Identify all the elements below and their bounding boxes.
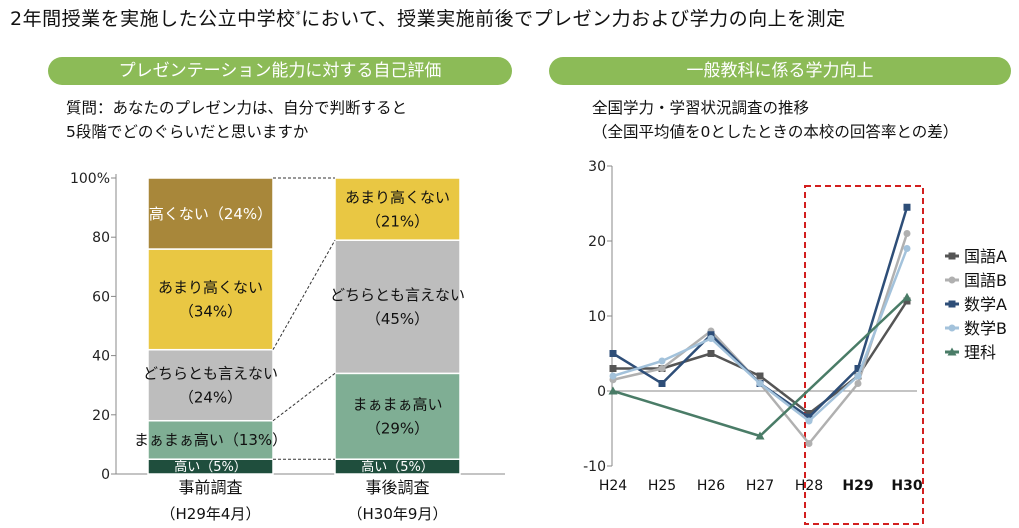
line-point-marker [609,372,617,380]
bar-y-tick-label: 80 [92,230,110,246]
bar-connector-line [272,239,336,350]
bar-data-label: あまり高くない [345,188,450,206]
bar-segment [334,239,461,375]
line-point-marker [707,331,715,339]
bar-data-label: （21%） [366,212,429,230]
line-chart-subtitle: 全国学力・学習状況調査の推移 （全国平均値を0としたときの本校の回答率との差） [592,99,959,141]
line-series-path [612,248,909,423]
bar-connector-line [272,372,336,422]
line-point-marker [658,357,666,365]
line-point-marker [707,335,715,342]
line-y-tick-label: 30 [588,159,606,175]
line-series [609,203,911,421]
line-chart: -10 0 10 20 30 H24 H25 H26 H27 H28 H29 H30 国語A 国語B 数学A… [583,159,1007,525]
bar-data-label: 高い（5%） [361,459,434,475]
line-point-marker [608,386,618,395]
bar-y-tick-label: 20 [92,408,110,424]
bar-data-label: （29%） [366,420,429,438]
bar-data-label: （45%） [366,310,429,328]
self-evaluation-heading: プレゼンテーション能力に対する自己評価 [48,57,512,85]
line-point-marker [948,276,956,284]
bar-y-tick-label: 60 [92,289,110,305]
line-y-tick-label: -10 [583,459,606,475]
bar-y-tick-label: 40 [92,349,110,365]
legend-label: 数学A [964,295,1007,314]
line-point-marker [609,365,617,372]
legend-label: 数学B [964,319,1007,338]
line-point-marker [948,324,956,332]
line-x-tick-label: H24 [599,478,627,494]
line-x-tick-label: H25 [648,478,676,494]
stacked-bar-chart: 0 20 40 60 80 100% 高い（5%） まぁまぁ高い（13%） どちらとも言えない （… [70,171,505,523]
line-point-marker [902,292,912,301]
line-point-marker [756,372,764,380]
line-point-marker [903,245,911,252]
page-title: 2年間授業を実施した公立中学校*において、授業実施前後でプレゼン力および学力の向… [10,8,846,30]
line-y-tick-label: 10 [588,309,606,325]
bar-segment [147,419,274,460]
line-point-marker [903,203,911,211]
line-point-marker [947,347,957,356]
bar-data-label: 高い（5%） [174,459,247,475]
bar-data-label: どちらとも言えない [330,286,465,304]
line-point-marker [609,350,617,357]
line-point-marker [805,413,813,421]
line-x-tick-label: H29 [842,478,873,494]
bar-y-tick-label: 0 [101,467,110,483]
bar-category-label: 事後調査 [365,478,429,497]
bar-data-label: 高くない（24%） [149,205,272,223]
academic-improvement-heading: 一般教科に係る学力向上 [549,57,1011,85]
bar-y-tick-label: 100% [70,171,110,187]
line-point-marker [903,297,911,305]
survey-question: 質問：あなたのプレゼン力は、自分で判断すると 5段階でどのぐらいだと思いますか [66,99,408,141]
line-x-tick-label: H27 [746,478,774,494]
line-point-marker [658,365,666,372]
line-y-tick-label: 20 [588,234,606,250]
line-point-marker [658,380,666,387]
bar-segment [147,177,274,250]
bar-data-label: まぁまぁ高い（13%） [134,431,287,449]
bar-category-sublabel: （H29年4月） [161,505,261,523]
bar-segment [334,177,461,241]
line-point-marker [854,365,862,372]
bar-data-label: どちらとも言えない [143,364,278,382]
legend-label: 国語B [964,271,1007,290]
bar-segment [147,348,274,422]
line-point-marker [948,252,956,260]
line-point-marker [854,372,862,380]
bar-data-label: まぁまぁ高い [352,396,442,414]
line-y-tick-label: 0 [597,384,606,400]
bar-data-label: あまり高くない [158,279,263,297]
bar-segment [334,372,461,460]
line-point-marker [948,300,956,308]
line-point-marker [755,431,765,440]
highlight-box [804,185,924,525]
line-series [609,245,911,425]
line-point-marker [805,410,813,417]
line-point-marker [903,230,911,237]
legend-label: 理科 [964,343,996,362]
line-point-marker [756,380,764,387]
line-series-path [613,300,909,415]
bar-segment [147,248,274,351]
bar-category-label: 事前調査 [178,478,242,497]
line-x-tick-label: H30 [891,478,922,494]
bar-category-sublabel: （H30年9月） [348,505,448,523]
line-series [609,230,911,447]
line-point-marker [854,380,862,387]
line-point-marker [805,417,813,425]
line-point-marker [707,350,715,357]
legend-label: 国語A [964,247,1007,266]
line-x-tick-label: H28 [795,478,823,494]
line-series [608,292,912,440]
line-point-marker [805,440,813,447]
line-x-tick-label: H26 [697,478,725,494]
bar-data-label: （34%） [179,303,242,321]
bar-data-label: （24%） [179,388,242,406]
